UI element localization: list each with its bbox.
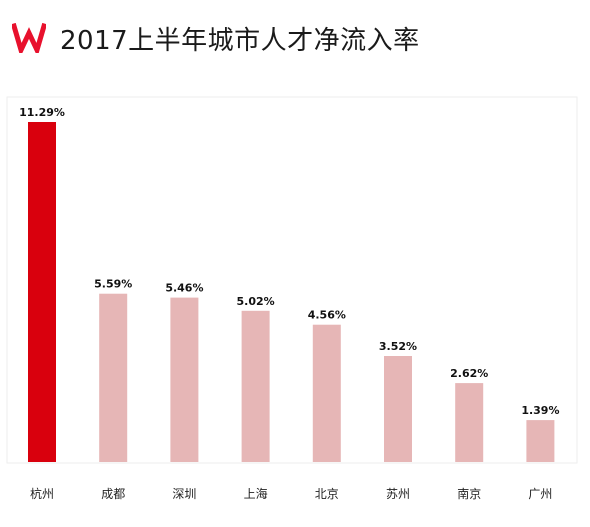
bar-杭州 [28, 122, 56, 462]
bar-上海 [241, 310, 270, 462]
value-label-成都: 5.59% [94, 278, 132, 291]
value-label-杭州: 11.29% [19, 106, 65, 119]
bar-深圳 [170, 297, 199, 462]
chart-header: 2017上半年城市人才净流入率 [12, 16, 420, 60]
category-label-北京: 北京 [315, 487, 339, 501]
plot-frame [6, 96, 578, 464]
bar-chart: 11.29% 5.59% 5.46% 5.02% 4.56% 3.52% 2.62% 1.39… [6, 96, 584, 527]
value-label-深圳: 5.46% [165, 282, 203, 295]
value-label-广州: 1.39% [521, 404, 559, 417]
value-label-苏州: 3.52% [379, 340, 417, 353]
bar-成都 [99, 293, 128, 462]
bars-group [28, 122, 555, 462]
category-label-广州: 广州 [528, 487, 552, 501]
bar-苏州 [384, 356, 412, 462]
bar-南京 [455, 383, 484, 462]
page-title: 2017上半年城市人才净流入率 [60, 25, 420, 56]
category-label-成都: 成都 [101, 487, 125, 501]
value-label-上海: 5.02% [237, 295, 275, 308]
category-labels-group: 杭州 成都 深圳 上海 北京 苏州 南京 广州 [30, 486, 552, 501]
category-label-南京: 南京 [457, 486, 481, 501]
value-label-北京: 4.56% [308, 309, 346, 322]
category-label-苏州: 苏州 [386, 487, 410, 501]
value-labels-group: 11.29% 5.59% 5.46% 5.02% 4.56% 3.52% 2.62% 1.39… [19, 106, 559, 417]
w-logo-icon [12, 23, 46, 53]
category-label-上海: 上海 [244, 486, 268, 501]
value-label-南京: 2.62% [450, 367, 488, 380]
category-label-杭州: 杭州 [30, 486, 54, 501]
bar-北京 [312, 324, 341, 462]
bar-广州 [526, 420, 555, 462]
category-label-深圳: 深圳 [172, 487, 196, 501]
bar-chart-svg: 11.29% 5.59% 5.46% 5.02% 4.56% 3.52% 2.62% 1.39… [6, 96, 578, 501]
